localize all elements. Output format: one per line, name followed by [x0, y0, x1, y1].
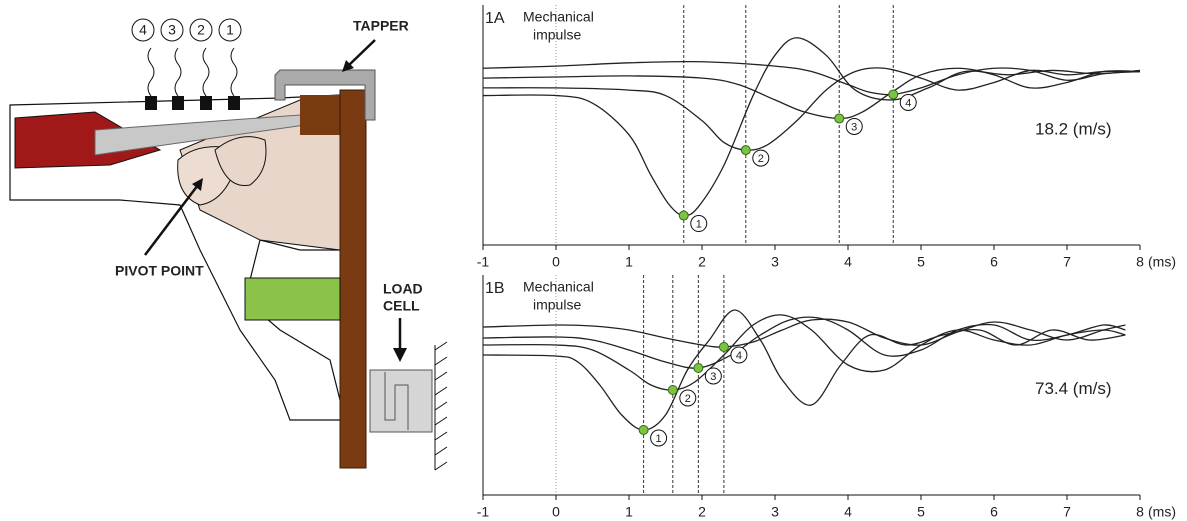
load-cell-label: CELL	[383, 298, 420, 314]
strap	[245, 278, 340, 320]
marker-label: 3	[851, 121, 857, 133]
x-tick-label: 3	[771, 254, 779, 270]
panel-label: 1B	[485, 280, 505, 297]
tapper-head	[300, 95, 342, 135]
sensor-label: 3	[168, 22, 176, 38]
sensor-label: 2	[197, 22, 205, 38]
series-line	[483, 68, 1140, 118]
marker-label: 3	[710, 371, 716, 383]
arrow	[348, 40, 375, 66]
x-tick-label: 1	[625, 504, 633, 520]
speed-label: 73.4 (m/s)	[1035, 379, 1112, 398]
marker	[668, 386, 677, 395]
marker	[741, 146, 750, 155]
annotation: impulse	[533, 297, 581, 313]
wall-hatch	[435, 342, 447, 470]
marker-label: 1	[696, 218, 702, 230]
annotation: Mechanical	[523, 9, 594, 25]
page: 4 3 2 1 TAPPER PIVOT POINT LOAD CELL -1 0…	[0, 0, 1187, 521]
marker	[889, 90, 898, 99]
marker-label: 4	[736, 350, 742, 362]
x-tick-label: 1	[625, 254, 633, 270]
marker-label: 2	[685, 393, 691, 405]
marker	[694, 364, 703, 373]
series-line	[483, 310, 1125, 430]
speed-label: 18.2 (m/s)	[1035, 119, 1112, 138]
x-tick-label: -1	[477, 254, 490, 270]
x-tick-label: 6	[990, 254, 998, 270]
figure: 4 3 2 1 TAPPER PIVOT POINT LOAD CELL -1 0…	[0, 0, 1187, 521]
x-tick-label: 2	[698, 504, 706, 520]
x-tick-label: 5	[917, 504, 925, 520]
marker-label: 4	[905, 97, 911, 109]
x-tick-label: 6	[990, 504, 998, 520]
sensor-wire	[148, 48, 237, 96]
marker-label: 2	[758, 153, 764, 165]
panel-label: 1A	[485, 10, 505, 27]
marker	[679, 211, 688, 220]
marker	[639, 426, 648, 435]
x-axis-label: (ms)	[1148, 504, 1176, 520]
marker	[719, 343, 728, 352]
marker	[835, 114, 844, 123]
x-axis-label: (ms)	[1148, 254, 1176, 270]
x-tick-label: 3	[771, 504, 779, 520]
x-tick-label: 5	[917, 254, 925, 270]
x-tick-label: 2	[698, 254, 706, 270]
series-line	[483, 62, 1140, 95]
x-tick-label: 8	[1136, 504, 1144, 520]
arrow-head	[393, 348, 407, 362]
diagram: 4 3 2 1 TAPPER PIVOT POINT LOAD CELL	[10, 18, 447, 470]
load-cell-label: LOAD	[383, 281, 423, 297]
sensor	[200, 96, 212, 110]
x-tick-label: 7	[1063, 504, 1071, 520]
sensor-label: 4	[139, 22, 147, 38]
marker-label: 1	[656, 433, 662, 445]
series-line	[483, 315, 1125, 390]
x-tick-label: 0	[552, 504, 560, 520]
load-cell	[370, 370, 432, 432]
tapper-label: TAPPER	[353, 18, 409, 34]
annotation: impulse	[533, 27, 581, 43]
x-tick-label: 8	[1136, 254, 1144, 270]
x-tick-label: 7	[1063, 254, 1071, 270]
x-tick-label: -1	[477, 504, 490, 520]
sensor	[228, 96, 240, 110]
sensor-label: 1	[226, 22, 234, 38]
series-line	[483, 319, 1125, 347]
tapper-arm	[340, 90, 366, 468]
x-tick-label: 0	[552, 254, 560, 270]
x-tick-label: 4	[844, 504, 852, 520]
x-tick-label: 4	[844, 254, 852, 270]
pivot-label: PIVOT POINT	[115, 263, 204, 279]
sensor	[172, 96, 184, 110]
sensor	[145, 96, 157, 110]
annotation: Mechanical	[523, 279, 594, 295]
